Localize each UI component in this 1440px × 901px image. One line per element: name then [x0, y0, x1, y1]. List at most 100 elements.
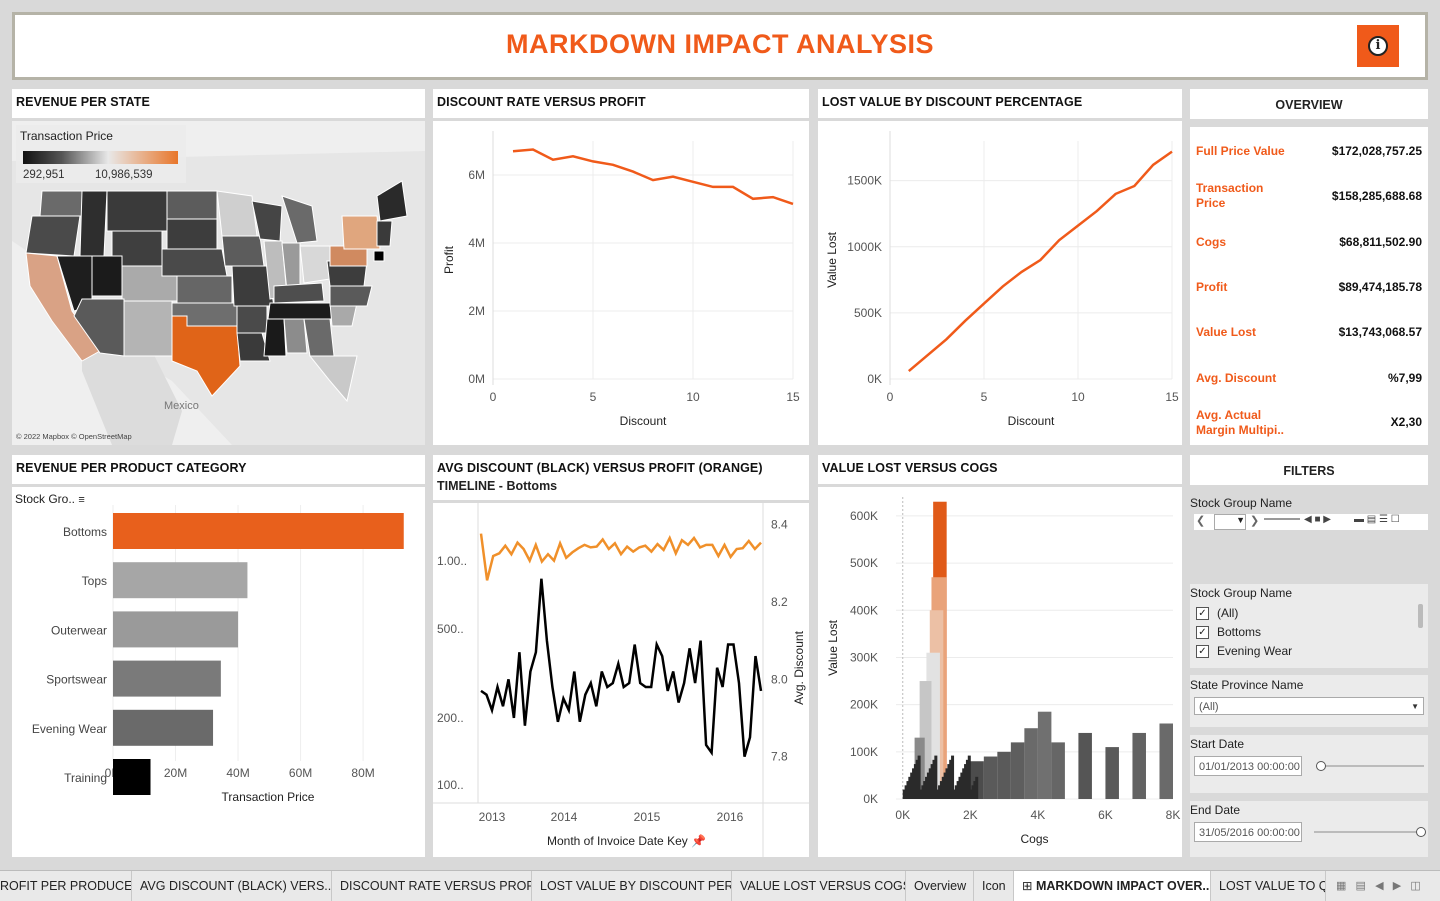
x-tick-label: 4K [1031, 808, 1046, 822]
playback-controls-icon[interactable]: ◀ ■ ▶ [1304, 514, 1331, 525]
start-date-input[interactable]: 01/01/2013 00:00:00 [1194, 756, 1302, 776]
panel-title: REVENUE PER STATE [16, 95, 150, 109]
profit-line [479, 533, 762, 581]
left-tick-label: 500.. [437, 622, 464, 636]
map-credit: © 2022 Mapbox © OpenStreetMap [16, 432, 132, 441]
y-tick-label: 6M [468, 168, 485, 182]
sheet-tab[interactable]: LOST VALUE TO Q [1211, 871, 1326, 901]
filters-title-panel: FILTERS [1190, 455, 1428, 485]
checklist-label: Bottoms [1217, 625, 1262, 639]
checkbox-icon[interactable]: ✓ [1196, 626, 1209, 640]
state-wa [39, 190, 83, 217]
state-dropdown[interactable]: (All) ▼ [1194, 697, 1424, 715]
pin-icon[interactable]: 📌 [691, 834, 707, 848]
start-date-slider[interactable] [1318, 765, 1424, 767]
cogs-bar [928, 768, 932, 799]
cogs-bar [967, 755, 971, 799]
state-me [376, 180, 408, 222]
end-date-input[interactable]: 31/05/2016 00:00:00 [1194, 822, 1302, 842]
sheet-tab[interactable]: Overview [906, 871, 974, 901]
prev-icon[interactable]: ❮ [1196, 515, 1206, 527]
legend-min: 292,951 [23, 169, 65, 181]
category-bar [113, 611, 239, 648]
cogs-bar [956, 781, 960, 799]
timeline-xlabel-text: Month of Invoice Date Key [547, 834, 688, 848]
state-al [283, 318, 308, 354]
cogs-panel: VALUE LOST VERSUS COGS 0K 100K 200K 300K 400… [818, 455, 1182, 857]
tab-navigation-icons[interactable]: ▦ ▤ ◀ ▶ ◫ [1336, 880, 1421, 892]
overview-label: Cogs [1196, 235, 1226, 249]
category-bar [113, 709, 214, 746]
state-fl [308, 355, 358, 403]
checklist-scrollbar[interactable] [1418, 604, 1423, 628]
layout-icons[interactable]: ▬ ▤ ☰ ☐ [1354, 514, 1400, 525]
dashboard-title: MARKDOWN IMPACT ANALYSIS [506, 29, 934, 59]
state-mn [216, 190, 258, 237]
x-tick-label: 10 [686, 390, 700, 404]
cogs-bar [932, 759, 936, 799]
sheet-tab[interactable]: DISCOUNT RATE VERSUS PROFIT [332, 871, 532, 901]
x-tick-label: 6K [1098, 808, 1113, 822]
stock-group-dropdown[interactable]: ▼ [1214, 514, 1246, 530]
checkbox-icon[interactable]: ✓ [1196, 607, 1209, 621]
state-nd [166, 190, 218, 220]
y-tick-label: 0K [867, 372, 882, 386]
sheet-tab[interactable]: VALUE LOST VERSUS COGS [732, 871, 906, 901]
overview-value: %7,99 [1387, 371, 1422, 385]
cogs-bar [983, 756, 998, 799]
x-tick-label: 60M [289, 766, 312, 780]
discount-profit-chart[interactable]: 0M 2M 4M 6M 0 5 10 15 Discount Profit [433, 121, 809, 445]
revenue-per-state-panel: REVENUE PER STATE [12, 89, 425, 445]
category-bar [113, 513, 404, 549]
category-bar-chart[interactable]: 0M20M40M60M80MBottomsTopsOuterwearSports… [12, 505, 425, 857]
y-tick-label: 100K [850, 745, 878, 759]
checklist-item[interactable]: ✓ Evening Wear [1196, 644, 1292, 659]
category-header[interactable]: Stock Gro.. ≡ [15, 492, 85, 506]
category-label: Sportswear [46, 673, 107, 687]
lost-value-chart[interactable]: 0K 500K 1000K 1500K 0 5 10 15 Discount Value Lost [818, 121, 1182, 445]
sort-icon[interactable]: ≡ [78, 494, 85, 506]
y-tick-label: 500K [854, 306, 882, 320]
cogs-bar [971, 785, 975, 799]
cogs-bar [1132, 732, 1146, 799]
timeline-chart[interactable]: 1.00.. 500.. 200.. 100.. 8.4 8.2 8.0 7.8 Avg. Di… [433, 503, 809, 857]
y-tick-label: 400K [850, 603, 878, 617]
state-az [73, 298, 125, 357]
right-tick-label: 8.2 [771, 595, 788, 609]
sheet-tab[interactable]: AVG DISCOUNT (BLACK) VERS... [132, 871, 332, 901]
cogs-chart[interactable]: 0K 100K 200K 300K 400K 500K 600K 0K 2K 4K 6K 8K Cogs… [818, 487, 1182, 857]
legend-title: Transaction Price [20, 129, 113, 143]
slider-track[interactable] [1264, 518, 1300, 520]
next-icon[interactable]: ❯ [1250, 515, 1260, 527]
discount-profit-panel: DISCOUNT RATE VERSUS PROFIT 0M 2M 4M 6M 0 5 10… [433, 89, 809, 445]
x-tick-label: 8K [1166, 808, 1181, 822]
sheet-tab[interactable]: ROFIT PER PRODUCER [0, 871, 132, 901]
y-tick-label: 1000K [847, 240, 882, 254]
sheet-tab-active[interactable]: ⊞ MARKDOWN IMPACT OVER... [1014, 871, 1211, 901]
checklist-item[interactable]: ✓ Bottoms [1196, 625, 1262, 640]
y-axis-label: Profit [442, 245, 456, 274]
cogs-bar [923, 781, 927, 799]
panel-title: LOST VALUE BY DISCOUNT PERCENTAGE [822, 95, 1083, 109]
state-id [79, 190, 108, 257]
panel-title: REVENUE PER PRODUCT CATEGORY [16, 461, 247, 475]
cogs-bar [919, 681, 932, 799]
info-button[interactable]: i [1357, 25, 1399, 67]
checklist-item[interactable]: ✓ (All) [1196, 606, 1238, 621]
checkbox-icon[interactable]: ✓ [1196, 645, 1209, 659]
stock-group-stepper[interactable]: ❮ ▼ ❯ ◀ ■ ▶ ▬ ▤ ☰ ☐ [1194, 514, 1428, 530]
us-state-map[interactable]: Mexico © 2022 Mapbox © OpenStreetMap [12, 121, 425, 445]
end-date-slider[interactable] [1314, 831, 1420, 833]
cogs-bar [906, 781, 910, 799]
sheet-tab[interactable]: Icon [974, 871, 1014, 901]
start-date-handle[interactable] [1316, 761, 1326, 771]
stock-group-slider-filter: Stock Group Name ❮ ▼ ❯ ◀ ■ ▶ ▬ ▤ ☰ ☐ [1190, 490, 1428, 585]
overview-title: OVERVIEW [1275, 98, 1343, 112]
sheet-tab[interactable]: LOST VALUE BY DISCOUNT PER... [532, 871, 732, 901]
end-date-handle[interactable] [1416, 827, 1426, 837]
cogs-bar [902, 789, 906, 799]
state-or [25, 215, 81, 257]
mexico-label: Mexico [164, 400, 199, 412]
cogs-bar [951, 755, 955, 799]
category-bar [113, 759, 151, 795]
